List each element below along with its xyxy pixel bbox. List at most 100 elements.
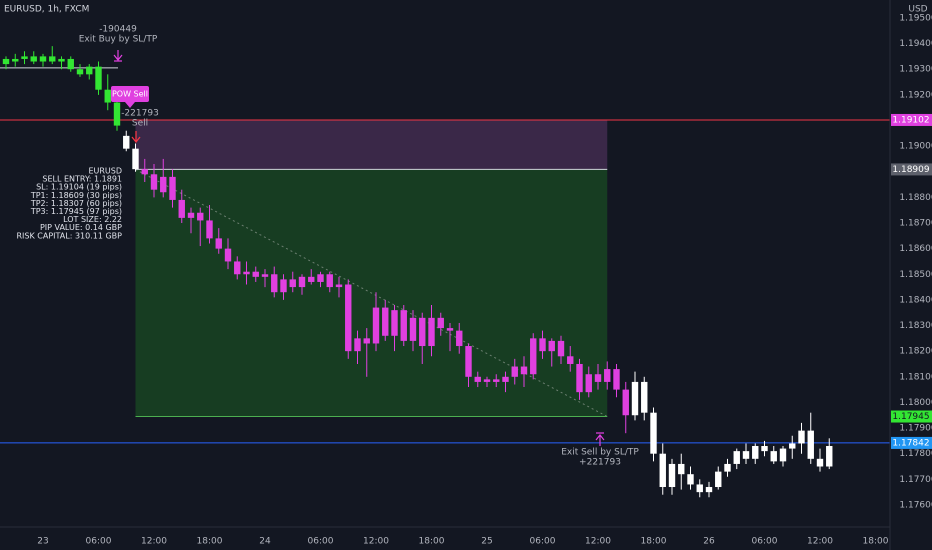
currency-label: USD (908, 5, 927, 15)
sell-arrow (131, 131, 141, 144)
y-tick-label: 1.19000 (899, 142, 932, 152)
info-line: RISK CAPITAL: 310.11 GBP (16, 231, 122, 240)
info-line: SL: 1.19104 (19 pips) (36, 183, 122, 192)
candle-body (576, 363, 583, 393)
y-tick-label: 1.18400 (899, 295, 932, 305)
price-label: 1.17842 (892, 438, 929, 448)
x-tick-label: 12:00 (141, 537, 167, 547)
candle-body (594, 374, 602, 382)
y-tick-label: 1.17600 (899, 500, 932, 510)
price-label: 1.17945 (892, 412, 929, 422)
signal-pointer (125, 102, 135, 108)
x-tick-label: 06:00 (530, 537, 556, 547)
info-line: SELL ENTRY: 1.1891 (42, 175, 122, 184)
y-tick-label: 1.18700 (899, 219, 932, 229)
candle-body (659, 453, 666, 488)
candle-body (243, 271, 250, 275)
candle-body (224, 248, 232, 262)
candle-body (641, 381, 648, 413)
candle-body (807, 430, 814, 459)
y-tick-label: 1.17900 (899, 424, 932, 434)
candle-body (317, 274, 324, 282)
y-tick-label: 1.19400 (899, 39, 932, 49)
candle-body (409, 317, 417, 341)
candle-body (678, 463, 685, 475)
candle-layer (2, 46, 833, 498)
x-tick-label: 06:00 (752, 537, 778, 547)
candle-body (113, 102, 121, 126)
candle-body (261, 274, 269, 277)
price-label-bg (891, 436, 932, 449)
candle-body (539, 338, 546, 352)
x-tick-label: 23 (37, 537, 48, 547)
info-line: LOT SIZE: 2.22 (63, 215, 122, 224)
y-tick-label: 1.18300 (899, 321, 932, 331)
y-tick-label: 1.18200 (899, 347, 932, 357)
y-tick-label: 1.17800 (899, 449, 932, 459)
candle-body (400, 310, 407, 341)
candle-body (752, 446, 759, 459)
candle-body (30, 56, 37, 62)
candle-body (567, 356, 574, 364)
x-tick-label: 18:00 (863, 537, 889, 547)
candle-body (705, 487, 713, 493)
annotation: Exit Sell by SL/TP (561, 448, 639, 458)
x-tick-label: 12:00 (585, 537, 611, 547)
price-label: 1.19102 (892, 115, 929, 125)
candle-body (372, 307, 380, 344)
annotation: -221793 (121, 109, 159, 119)
candle-body (585, 374, 592, 393)
x-tick-label: 12:00 (807, 537, 833, 547)
x-tick-label: 25 (481, 537, 492, 547)
candle-body (622, 389, 629, 416)
candle-body (437, 317, 444, 329)
signal-label: POW Sell (112, 90, 148, 99)
candle-body (502, 376, 509, 382)
candle-body (298, 276, 306, 288)
candle-body (206, 220, 213, 239)
candle-body (419, 317, 426, 347)
stop-zone (135, 119, 608, 170)
candle-body (160, 176, 167, 193)
candle-body (2, 58, 10, 65)
candle-body (335, 284, 343, 288)
candle-body (363, 338, 370, 344)
candle-body (428, 317, 435, 347)
price-label-bg (891, 113, 932, 126)
candle-body (779, 448, 787, 462)
candle-body (21, 56, 28, 59)
candle-body (446, 328, 454, 331)
candle-body (67, 58, 74, 70)
candle-body (557, 340, 565, 357)
annotation: -190449 (99, 25, 137, 35)
candle-body (668, 463, 676, 488)
info-line: TP1: 1.18609 (30 pips) (30, 191, 122, 200)
candle-body (548, 340, 555, 352)
candle-body (742, 451, 750, 459)
annotation: +221793 (579, 458, 621, 468)
candle-body (816, 458, 824, 467)
candle-body (761, 446, 768, 452)
candle-body (150, 174, 158, 190)
y-tick-label: 1.17700 (899, 475, 932, 485)
exit-sell-arrow (595, 432, 605, 446)
candle-body (493, 379, 500, 382)
candle-body (715, 471, 722, 488)
candle-body (798, 430, 805, 444)
candle-body (215, 238, 222, 249)
candle-body (520, 366, 528, 375)
candle-body (280, 279, 287, 293)
candle-body (169, 176, 176, 200)
candle-body (391, 310, 398, 336)
candle-body (289, 279, 296, 288)
candle-body (187, 212, 195, 218)
candle-body (345, 284, 352, 352)
candle-body (650, 412, 657, 454)
x-tick-label: 06:00 (308, 537, 334, 547)
candle-body (141, 169, 148, 175)
candle-body (271, 274, 278, 293)
candle-body (613, 369, 620, 390)
candle-body (132, 148, 139, 170)
candle-body (382, 307, 389, 336)
